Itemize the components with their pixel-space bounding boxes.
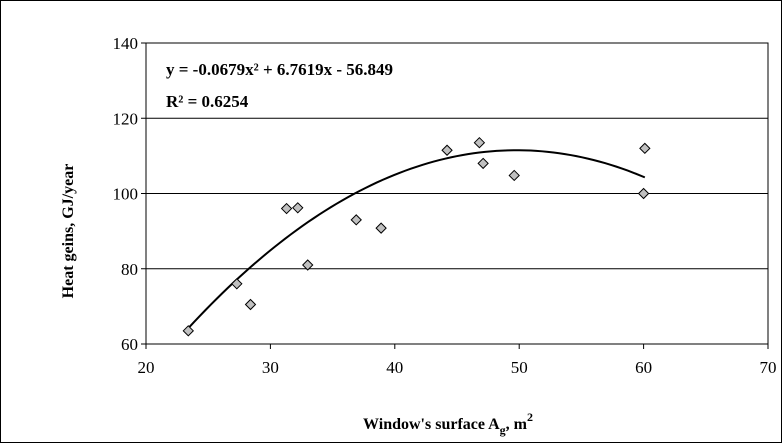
- data-point: [473, 136, 486, 149]
- data-point: [375, 222, 387, 234]
- data-point: [244, 298, 257, 311]
- y-tick-label: 80: [121, 260, 138, 279]
- trendline-equation: y = -0.0679x² + 6.7619x - 56.849: [166, 60, 393, 79]
- data-point: [477, 157, 489, 170]
- data-point: [350, 214, 362, 226]
- data-point: [639, 142, 651, 155]
- y-tick-label: 100: [113, 185, 139, 204]
- data-point: [231, 278, 243, 290]
- x-tick-label: 70: [760, 358, 777, 377]
- data-point: [441, 144, 453, 156]
- data-points: [182, 136, 651, 337]
- data-point: [302, 259, 314, 271]
- data-point: [292, 202, 304, 214]
- x-tick-label: 60: [635, 358, 652, 377]
- y-tick-label: 140: [113, 34, 139, 53]
- x-axis-title: Window's surface Ag, m2: [363, 410, 533, 437]
- data-point: [182, 325, 195, 337]
- y-tick-label: 60: [121, 335, 138, 354]
- y-tick-label: 120: [113, 109, 139, 128]
- trendline: [187, 149, 646, 329]
- grid-lines: [146, 42, 768, 345]
- x-tick-label: 30: [262, 358, 279, 377]
- y-tick-labels: 60 80 100 120 140: [113, 34, 146, 354]
- y-axis-title: Heat geins, GJ/year: [60, 164, 77, 299]
- data-point: [508, 169, 520, 182]
- r-squared-label: R² = 0.6254: [166, 92, 249, 111]
- x-tick-label: 50: [511, 358, 528, 377]
- x-tick-label: 20: [138, 358, 155, 377]
- data-point: [280, 202, 293, 215]
- x-tick-labels: 20 30 40 50 60 70: [138, 344, 777, 377]
- data-point: [637, 187, 650, 200]
- x-tick-label: 40: [386, 358, 403, 377]
